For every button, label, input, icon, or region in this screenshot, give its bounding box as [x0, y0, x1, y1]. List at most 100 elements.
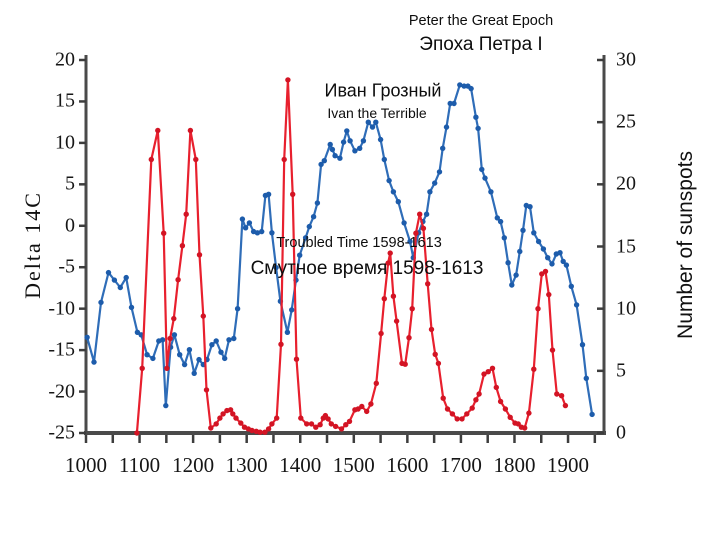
red-data-point	[196, 252, 203, 258]
red-data-point	[179, 243, 186, 249]
red-data-point	[285, 77, 291, 83]
red-data-point	[134, 430, 140, 436]
blue-data-point	[117, 284, 124, 291]
red-data-point	[469, 405, 475, 411]
blue-data-point	[284, 329, 291, 335]
red-data-point	[425, 281, 431, 287]
blue-data-point	[443, 124, 450, 130]
red-data-point	[262, 429, 268, 435]
blue-data-point	[340, 139, 347, 145]
blue-data-point	[310, 214, 317, 220]
blue-data-point	[436, 169, 443, 175]
annotation-troubled-time-ru: Смутное время 1598-1613	[250, 258, 484, 279]
blue-data-point	[128, 304, 135, 311]
red-data-point	[385, 260, 391, 266]
blue-data-point	[583, 375, 589, 381]
red-data-point	[558, 393, 565, 399]
blue-data-point	[84, 334, 90, 340]
blue-data-point	[497, 218, 504, 225]
blue-data-point	[265, 191, 272, 197]
left-axis-tick-label: 0	[65, 214, 75, 237]
blue-data-point	[531, 230, 537, 236]
blue-data-point	[314, 200, 321, 206]
left-axis-tick-label: 5	[65, 172, 75, 195]
red-data-point	[171, 315, 177, 322]
blue-data-point	[579, 342, 586, 348]
blue-data-point	[246, 220, 253, 226]
blue-data-point	[549, 261, 555, 267]
left-axis-tick-label: -20	[48, 380, 75, 403]
blue-data-point	[159, 337, 166, 343]
blue-data-point	[373, 119, 379, 125]
red-data-point	[497, 398, 504, 405]
red-data-point	[343, 422, 349, 428]
x-tick-label: 1000	[65, 453, 107, 477]
red-data-point	[432, 351, 438, 357]
red-data-point	[485, 369, 491, 375]
left-axis-tick-label: 15	[55, 89, 75, 112]
left-axis-tick-label: -5	[58, 255, 75, 278]
red-data-point	[274, 415, 280, 421]
left-axis-tick-label: -10	[48, 297, 75, 320]
blue-data-point	[513, 272, 519, 278]
red-data-point	[217, 415, 223, 421]
blue-data-point	[318, 161, 324, 168]
right-axis-tick-label: 15	[616, 235, 636, 257]
blue-data-point	[289, 307, 295, 313]
blue-data-point	[589, 411, 595, 418]
red-data-point	[364, 408, 370, 415]
blue-data-point	[181, 361, 188, 368]
x-tick-label: 1600	[386, 453, 429, 477]
blue-data-point	[573, 302, 580, 308]
blue-data-point	[171, 332, 178, 338]
blue-data-point	[134, 329, 141, 335]
blue-data-point	[401, 220, 407, 226]
red-data-point	[193, 156, 199, 163]
blue-data-point	[144, 352, 150, 358]
annotation-ivan-the-terrible-en: Ivan the Terrible	[327, 105, 427, 121]
red-data-point	[346, 418, 353, 425]
red-data-point	[378, 330, 384, 337]
red-data-point	[338, 426, 345, 432]
blue-data-point	[432, 180, 438, 186]
blue-data-point	[527, 204, 533, 210]
blue-data-point	[273, 264, 279, 271]
red-data-point	[230, 411, 236, 417]
red-data-point	[257, 429, 263, 435]
red-data-point	[542, 268, 549, 275]
red-data-point	[183, 211, 189, 217]
blue-data-point	[360, 138, 367, 144]
blue-data-point	[377, 136, 384, 143]
right-axis-tick-label: 30	[616, 48, 636, 71]
red-data-point	[417, 211, 423, 217]
blue-data-point	[196, 356, 202, 363]
blue-data-point	[468, 85, 474, 92]
blue-data-point	[357, 145, 363, 151]
blue-data-point	[222, 355, 228, 362]
red-data-point	[233, 415, 239, 421]
red-data-point	[481, 371, 487, 377]
red-data-point	[220, 411, 226, 417]
blue-data-point	[494, 215, 500, 221]
blue-data-point	[505, 260, 511, 266]
red-data-point	[249, 427, 255, 434]
blue-data-point	[91, 359, 97, 365]
red-data-point	[420, 225, 427, 231]
blue-data-point	[163, 402, 169, 409]
x-tick-label: 1200	[172, 453, 215, 477]
x-tick-label: 1900	[547, 453, 590, 477]
blue-data-point	[407, 238, 413, 245]
x-tick-label: 1100	[118, 453, 161, 477]
red-data-point	[290, 191, 296, 197]
blue-data-point	[457, 82, 463, 88]
blue-data-point	[254, 230, 261, 236]
blue-data-point	[98, 299, 104, 306]
blue-data-point	[447, 100, 453, 107]
red-data-point	[238, 420, 244, 426]
blue-data-point	[479, 166, 485, 173]
blue-data-point	[535, 238, 542, 245]
blue-data-point	[517, 248, 523, 255]
blue-data-point	[423, 211, 430, 217]
